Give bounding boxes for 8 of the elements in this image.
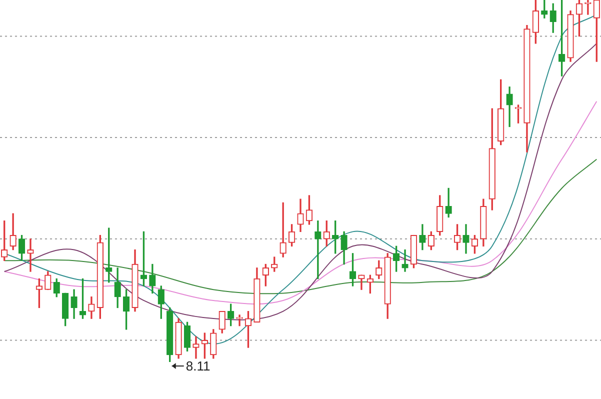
annotation: 8.11: [186, 358, 210, 374]
candlestick: [236, 314, 243, 326]
candlestick: [192, 336, 200, 359]
candlestick: [402, 249, 408, 272]
candlestick: [584, 0, 592, 15]
candlestick: [280, 202, 286, 258]
candlestick: [27, 238, 34, 272]
candlestick: [314, 220, 322, 280]
